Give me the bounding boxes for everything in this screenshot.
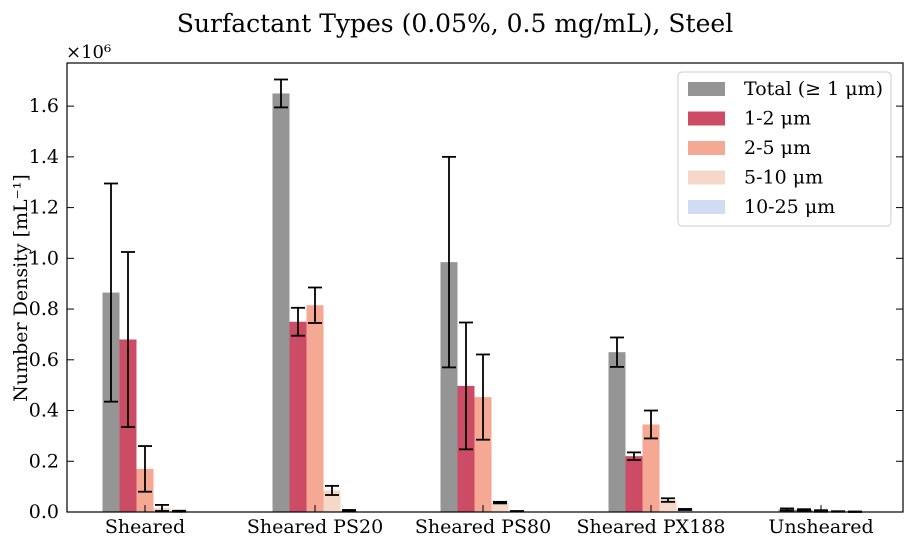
legend-item-4: 10-25 μm: [688, 196, 835, 218]
error-bar-2-0: [138, 445, 152, 493]
legend-item-0: Total (≥ 1 μm): [688, 78, 883, 100]
legend-swatch: [688, 82, 725, 96]
x-tick-label: Sheared PS20: [247, 516, 383, 538]
bar-1-3: [625, 456, 643, 512]
legend-box: [677, 71, 892, 227]
error-bar-0-0: [104, 182, 118, 403]
legend-label: Total (≥ 1 μm): [744, 78, 883, 100]
legend: Total (≥ 1 μm) 1-2 μm 2-5 μm 5-10 μm 10-25 μ…: [677, 71, 892, 227]
legend-swatch: [688, 200, 725, 214]
legend-item-1: 1-2 μm: [688, 108, 811, 130]
error-bars-layer: [104, 78, 862, 513]
x-tick-label: Unsheared: [768, 516, 873, 538]
ticks-layer: 0.0 0.2 0.4 0.6 0.8 1.0 1.2 1.4 1.6 Sheared Sheare…: [29, 95, 903, 538]
error-bar-2-3: [644, 409, 658, 440]
y-axis-label: Number Density [mL⁻¹]: [10, 174, 32, 401]
y-tick-label: 0.4: [29, 400, 59, 422]
y-tick-label: 1.6: [29, 95, 59, 117]
chart-title: Surfactant Types (0.05%, 0.5 mg/mL), Ste…: [177, 9, 733, 38]
y-multiplier-label: ×10⁶: [66, 42, 111, 63]
bar-2-2: [474, 397, 492, 512]
error-bar-1-2: [459, 321, 473, 451]
bar-0-1: [272, 93, 290, 513]
legend-label: 1-2 μm: [744, 108, 811, 130]
y-tick-label: 1.4: [29, 146, 59, 168]
bar-3-2: [491, 502, 509, 512]
error-bar-2-2: [476, 353, 490, 441]
bar-3-3: [659, 500, 677, 512]
error-bar-1-1: [291, 306, 305, 337]
y-tick-label: 0.2: [29, 450, 59, 472]
bar-1-1: [289, 321, 307, 512]
legend-swatch: [688, 141, 725, 155]
bar-2-3: [642, 424, 660, 512]
error-bar-0-2: [442, 155, 456, 369]
bar-0-3: [608, 352, 626, 512]
legend-label: 10-25 μm: [744, 196, 835, 218]
legend-item-3: 5-10 μm: [688, 167, 823, 189]
y-tick-label: 0.6: [29, 349, 59, 371]
legend-label: 2-5 μm: [744, 137, 811, 159]
error-bar-3-1: [325, 484, 339, 496]
x-tick-label: Sheared PX188: [577, 516, 726, 538]
error-bar-0-1: [274, 78, 288, 109]
x-tick-label: Sheared: [105, 516, 185, 538]
error-bar-1-3: [627, 451, 641, 461]
error-bar-2-1: [308, 286, 322, 324]
legend-swatch: [688, 170, 725, 185]
y-tick-label: 0.8: [29, 298, 59, 320]
bar-2-1: [306, 305, 324, 512]
legend-swatch: [688, 111, 725, 126]
error-bar-1-4: [797, 508, 811, 512]
y-tick-label: 1.2: [29, 197, 59, 219]
error-bar-0-4: [780, 507, 794, 512]
plot-frame: [66, 62, 904, 513]
error-bar-4-3: [678, 508, 692, 511]
error-bar-3-0: [155, 503, 169, 512]
legend-label: 5-10 μm: [744, 167, 823, 189]
x-tick-label: Sheared PS80: [415, 516, 551, 538]
error-bar-4-1: [342, 509, 356, 512]
y-tick-label: 0.0: [29, 501, 59, 523]
error-bar-0-3: [610, 336, 624, 368]
error-bar-3-2: [493, 500, 507, 505]
legend-item-2: 2-5 μm: [688, 137, 811, 159]
y-tick-label: 1.0: [29, 247, 59, 269]
error-bar-3-3: [661, 497, 675, 503]
bar-0-2: [440, 262, 458, 512]
error-bar-1-0: [121, 251, 135, 428]
